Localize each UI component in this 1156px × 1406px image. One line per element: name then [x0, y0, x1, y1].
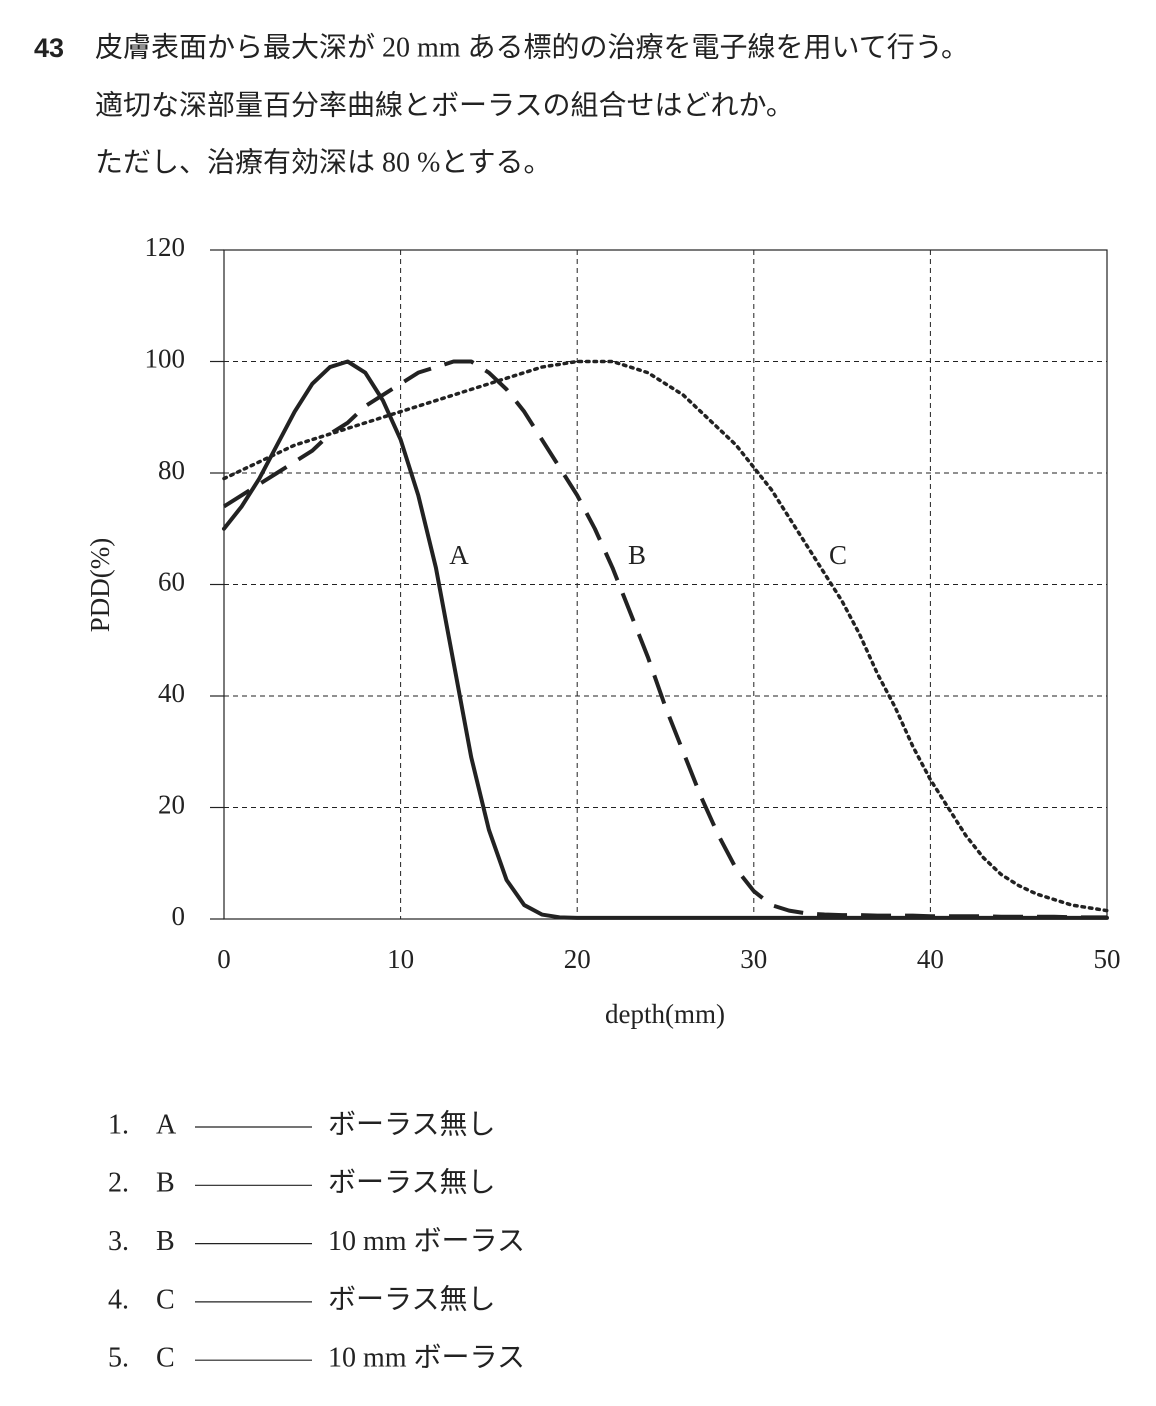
x-tick-label: 40 [917, 944, 944, 974]
y-tick-label: 60 [158, 567, 185, 597]
x-tick-label: 30 [740, 944, 767, 974]
x-tick-label: 50 [1094, 944, 1121, 974]
option-number: 3. [108, 1226, 129, 1257]
curve-label: C [829, 540, 847, 570]
option-curve: A [156, 1109, 177, 1140]
option-number: 4. [108, 1284, 129, 1315]
option-number: 5. [108, 1343, 129, 1374]
option-curve: B [156, 1168, 175, 1199]
y-tick-label: 20 [158, 790, 185, 820]
curve-label: A [449, 540, 469, 570]
y-tick-label: 120 [145, 232, 186, 262]
x-tick-label: 10 [387, 944, 414, 974]
y-tick-label: 100 [145, 344, 186, 374]
option-bolus: ボーラス無し [328, 1283, 495, 1315]
y-tick-label: 80 [158, 455, 185, 485]
question-number: 43 [34, 33, 64, 63]
curve [222, 359, 1109, 920]
curve [222, 359, 1109, 913]
y-tick-label: 0 [172, 901, 186, 931]
option-bolus: 10 mm ボーラス [328, 1343, 525, 1374]
option-curve: C [156, 1284, 175, 1315]
option-number: 2. [108, 1168, 129, 1199]
option-bolus: 10 mm ボーラス [328, 1226, 525, 1257]
y-axis-label: PDD(%) [85, 538, 115, 633]
question-line: ただし、治療有効深は 80 %とする。 [95, 146, 552, 178]
option-curve: B [156, 1226, 175, 1257]
question-line: 適切な深部量百分率曲線とボーラスの組合せはどれか。 [95, 89, 794, 121]
y-tick-label: 40 [158, 678, 185, 708]
curve-label: B [628, 540, 646, 570]
question-line: 皮膚表面から最大深が 20 mm ある標的の治療を電子線を用いて行う。 [95, 31, 969, 63]
option-bolus: ボーラス無し [328, 1167, 495, 1199]
x-tick-label: 0 [217, 944, 231, 974]
x-tick-label: 20 [564, 944, 591, 974]
option-curve: C [156, 1343, 175, 1374]
option-number: 1. [108, 1109, 129, 1140]
x-axis-label: depth(mm) [605, 999, 725, 1029]
option-bolus: ボーラス無し [328, 1108, 495, 1140]
curve [222, 359, 1107, 920]
